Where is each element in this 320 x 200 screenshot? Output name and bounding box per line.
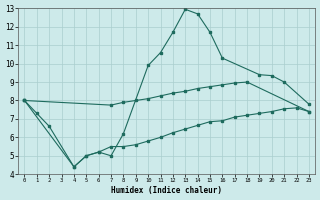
X-axis label: Humidex (Indice chaleur): Humidex (Indice chaleur) xyxy=(111,186,222,195)
